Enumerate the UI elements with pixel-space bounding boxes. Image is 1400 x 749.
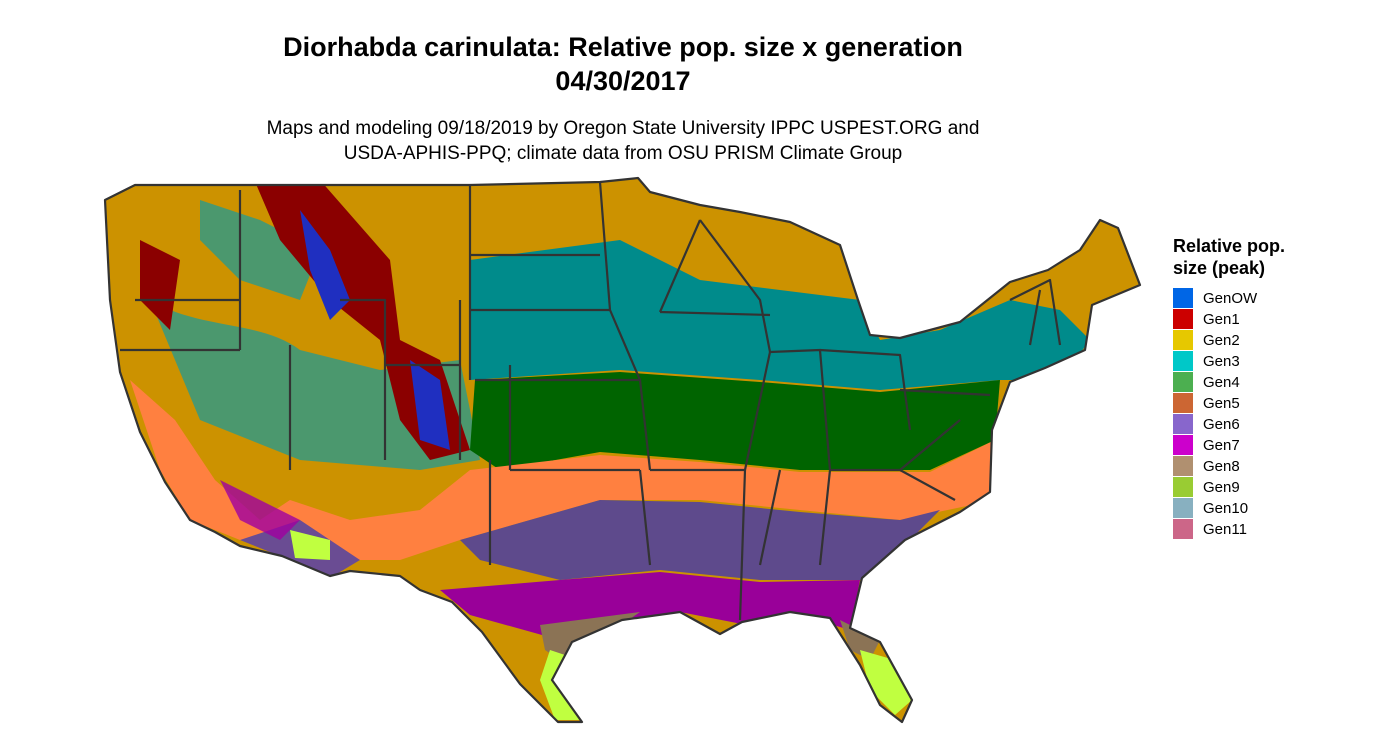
map-subtitle: Maps and modeling 09/18/2019 by Oregon S… [267, 118, 980, 139]
map-date: 04/30/2017 [555, 66, 690, 96]
legend-swatch [1173, 414, 1193, 434]
map-subtitle: USDA-APHIS-PPQ; climate data from OSU PR… [344, 143, 903, 164]
legend-label: Gen7 [1203, 437, 1240, 454]
state-borders [103, 176, 1142, 724]
legend-label: Gen8 [1203, 458, 1240, 475]
legend-label: Gen9 [1203, 479, 1240, 496]
legend-swatch [1173, 309, 1193, 329]
legend-label: Gen5 [1203, 395, 1240, 412]
legend-label: Gen4 [1203, 374, 1240, 391]
legend-swatch [1173, 519, 1193, 539]
legend-label: Gen2 [1203, 332, 1240, 349]
legend-label: Gen3 [1203, 353, 1240, 370]
legend-title: size (peak) [1173, 258, 1265, 278]
legend-swatch [1173, 330, 1193, 350]
legend-label: Gen10 [1203, 500, 1248, 517]
legend-label: Gen6 [1203, 416, 1240, 433]
legend-label: Gen11 [1203, 521, 1247, 538]
legend-swatch [1173, 393, 1193, 413]
legend-swatch [1173, 456, 1193, 476]
legend: Relative pop. size (peak) GenOW Gen1 Gen2 G… [1173, 236, 1285, 539]
legend-label: Gen1 [1203, 311, 1240, 328]
legend-title: Relative pop. [1173, 236, 1285, 256]
legend-label: GenOW [1203, 290, 1258, 307]
map-title: Diorhabda carinulata: Relative pop. size… [283, 32, 963, 62]
legend-swatch [1173, 435, 1193, 455]
legend-swatch [1173, 288, 1193, 308]
legend-swatch [1173, 498, 1193, 518]
legend-swatch [1173, 477, 1193, 497]
legend-swatch [1173, 351, 1193, 371]
legend-swatch [1173, 372, 1193, 392]
